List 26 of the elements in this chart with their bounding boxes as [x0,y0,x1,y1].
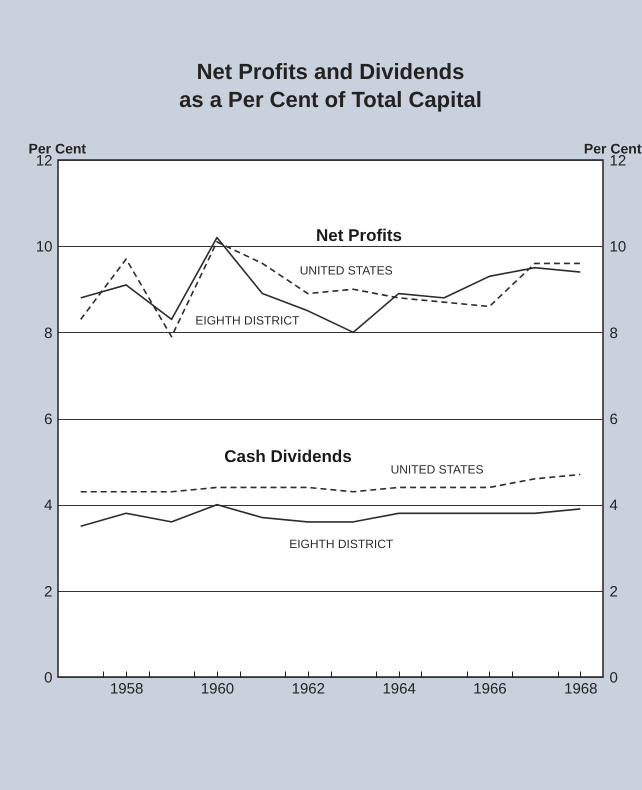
x-tick-label: 1968 [564,680,598,698]
y2-tick-label: 2 [610,583,618,600]
y-tick-label: 2 [44,583,52,600]
series-label: UNITED STATES [390,462,484,476]
x-tick-label: 1958 [110,680,144,698]
series-label: EIGHTH DISTRICT [289,536,394,551]
y-tick-label: 10 [36,238,52,256]
series-label: UNITED STATES [300,263,393,278]
y2-tick-label: 8 [610,324,618,342]
chart-title: Net Profits and Dividends as a Per Cent of Total Capital [179,59,482,112]
y-tick-label: 8 [44,324,52,342]
y2-tick-label: 10 [610,238,626,256]
y-tick-label: 0 [44,670,52,686]
x-tick-label: 1966 [473,680,507,698]
y2-tick-label: 4 [610,497,618,514]
y2-tick-label: 0 [610,670,618,686]
x-tick-label: 1960 [200,680,234,698]
line-series [80,474,582,493]
series-label: EIGHTH DISTRICT [195,314,300,328]
y-tick-label: 4 [44,497,52,514]
y2-tick-label: 6 [610,411,618,428]
y-tick-label: 6 [44,411,52,428]
annotation: Cash Dividends [224,447,352,466]
x-tick-label: 1964 [382,680,416,698]
x-tick-label: 1962 [292,680,325,698]
annotation: Net Profits [316,226,402,245]
